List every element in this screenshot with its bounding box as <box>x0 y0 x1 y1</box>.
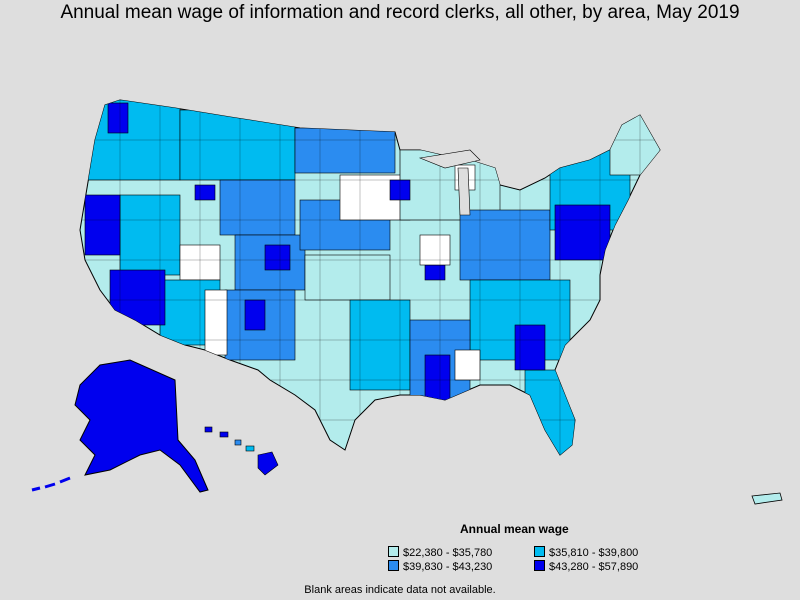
lake-superior <box>418 149 481 169</box>
hawaii <box>204 426 279 476</box>
region-california-south <box>109 269 166 326</box>
legend-title: Annual mean wage <box>460 522 569 536</box>
blank-areas-note: Blank areas indicate data not available. <box>304 584 496 596</box>
map-title: Annual mean wage of information and reco… <box>60 2 740 23</box>
region-new-mexico-blue <box>244 299 266 331</box>
legend-item-1: $22,380 - $35,780 <box>388 546 492 560</box>
legend-label-4: $43,280 - $57,890 <box>549 561 639 573</box>
puerto-rico <box>751 492 783 505</box>
legend-label-2: $35,810 - $39,800 <box>549 547 639 559</box>
region-louisiana <box>424 354 451 401</box>
legend-label-3: $39,830 - $43,230 <box>403 561 493 573</box>
region-nevada <box>119 194 181 276</box>
region-boise <box>194 184 216 201</box>
lake-michigan <box>457 167 471 216</box>
legend-swatch-1 <box>388 546 399 557</box>
region-northern-rockies <box>179 109 296 181</box>
region-texas-east <box>349 299 411 391</box>
legend-item-2: $35,810 - $39,800 <box>534 546 638 560</box>
legend-swatch-2 <box>534 546 545 557</box>
legend-item-4: $43,280 - $57,890 <box>534 560 638 574</box>
alaska <box>74 359 209 493</box>
legend-label-1: $22,380 - $35,780 <box>403 547 493 559</box>
legend-swatch-4 <box>534 560 545 571</box>
region-ohio-valley <box>459 209 551 281</box>
legend-swatch-3 <box>388 560 399 571</box>
aleutian-islands <box>31 476 71 492</box>
region-north-dakota <box>294 127 396 174</box>
region-carolinas <box>514 324 546 371</box>
legend-item-3: $39,830 - $43,230 <box>388 560 492 574</box>
region-dc-corridor <box>554 204 611 261</box>
region-mississippi-blank <box>454 349 481 381</box>
region-iowa-blank <box>419 234 451 266</box>
region-florida <box>524 369 576 455</box>
region-denver <box>264 244 291 271</box>
region-kansas-city <box>424 264 446 281</box>
region-puget-sound <box>107 102 129 134</box>
region-california-north <box>84 194 121 256</box>
region-wyoming <box>219 179 296 236</box>
region-nm-blank <box>204 289 228 356</box>
region-new-england <box>609 114 660 176</box>
region-kansas <box>304 254 391 301</box>
